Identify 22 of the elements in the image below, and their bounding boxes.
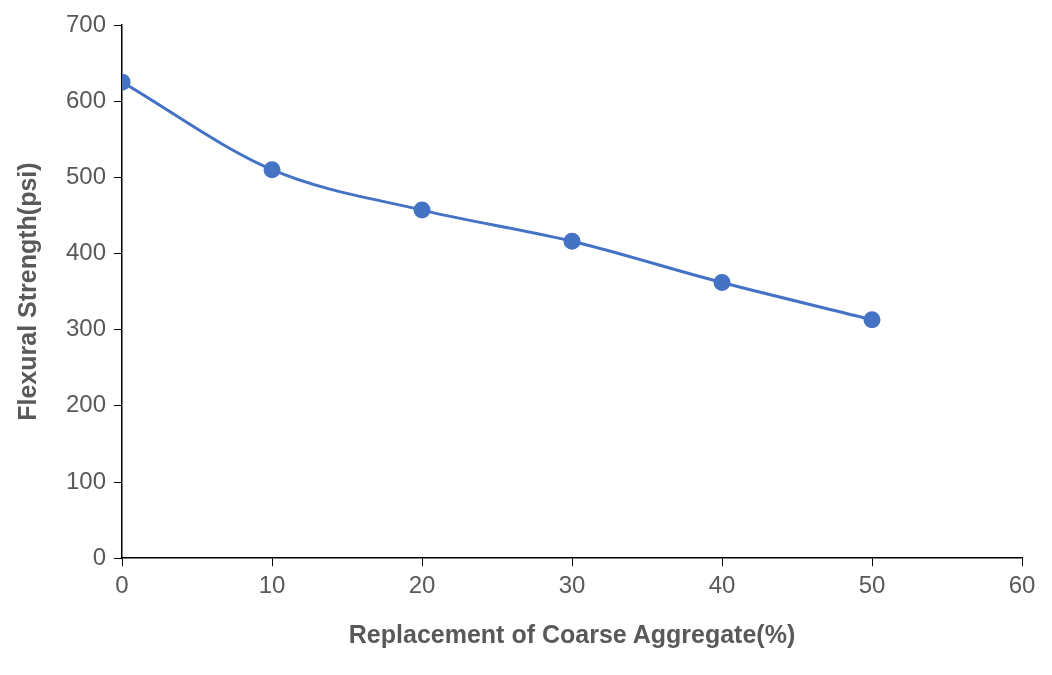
x-tick-label: 0 [115, 571, 129, 599]
y-tick-label: 400 [66, 238, 107, 266]
y-tick-label: 500 [66, 161, 107, 189]
x-tick-label: 30 [558, 571, 586, 599]
y-tick-label: 600 [66, 85, 107, 113]
point [413, 201, 431, 219]
x-tick-label: 40 [708, 571, 736, 599]
x-tick-label: 60 [1008, 571, 1036, 599]
x-axis-title: Replacement of Coarse Aggregate(%) [348, 619, 796, 648]
y-tick-label: 0 [92, 542, 107, 570]
y-tick-label: 700 [66, 9, 107, 37]
point [263, 161, 281, 179]
point [863, 311, 881, 329]
x-tick-label: 20 [408, 571, 436, 599]
point [563, 232, 581, 250]
point [713, 273, 731, 291]
x-tick-label: 10 [258, 571, 286, 599]
y-axis-title: Flexural Strength(psi) [12, 162, 41, 421]
x-tick-label: 50 [858, 571, 886, 599]
y-tick-label: 300 [66, 314, 107, 342]
y-tick-label: 200 [66, 390, 107, 418]
y-tick-label: 100 [66, 466, 107, 494]
